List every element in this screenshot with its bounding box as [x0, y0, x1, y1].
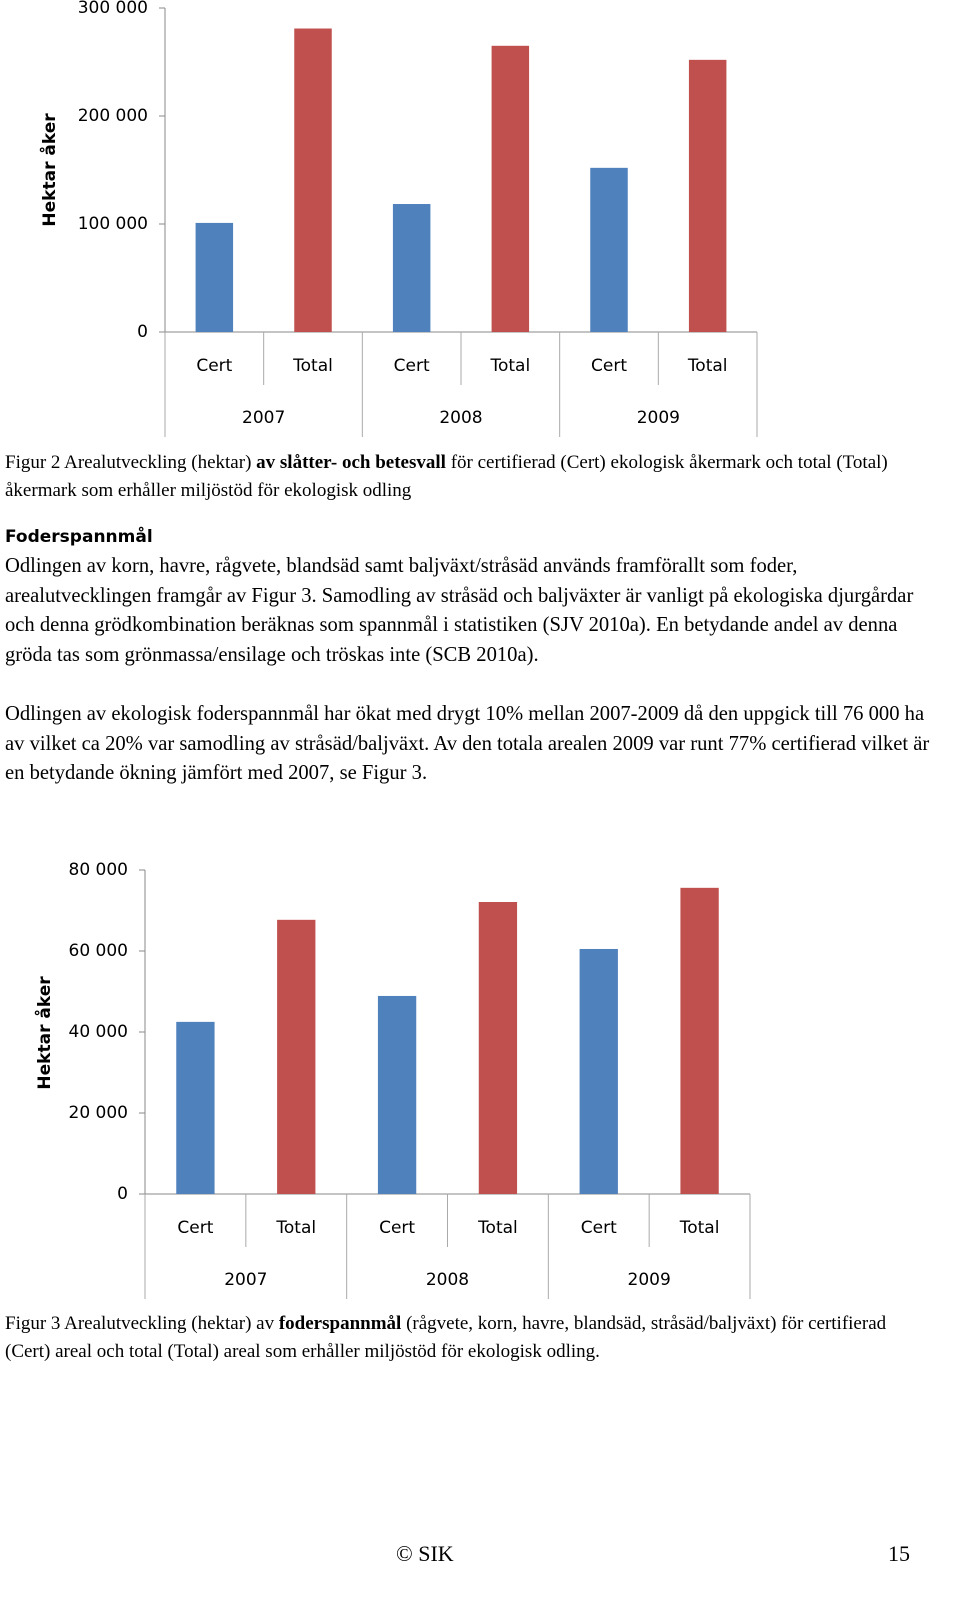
group-label: 2007 [224, 1270, 267, 1290]
x-tick-label: Cert [196, 356, 232, 376]
group-label: 2009 [637, 408, 680, 428]
y-tick-label: 200 000 [78, 106, 148, 126]
y-tick-label: 60 000 [69, 941, 128, 961]
bar [277, 919, 316, 1194]
page-number: 15 [888, 1541, 910, 1566]
bar [176, 1021, 215, 1194]
x-tick-label: Total [292, 356, 333, 376]
y-axis-label: Hektar åker [38, 113, 60, 227]
bar [478, 901, 518, 1194]
y-tick-label: 300 000 [78, 0, 148, 18]
group-label: 2008 [439, 408, 482, 428]
caption-text: Figur 2 Arealutveckling (hektar) [5, 452, 257, 473]
x-tick-label: Total [477, 1218, 518, 1238]
y-tick-label: 0 [137, 322, 148, 342]
x-tick-label: Total [679, 1218, 720, 1238]
bar [590, 167, 628, 332]
y-tick-label: 80 000 [69, 860, 128, 880]
x-tick-label: Total [489, 356, 530, 376]
group-label: 2007 [242, 408, 285, 428]
y-tick-label: 20 000 [69, 1103, 128, 1123]
x-tick-label: Cert [379, 1218, 415, 1238]
y-tick-label: 0 [117, 1184, 128, 1204]
caption-bold: foderspannmål [278, 1313, 402, 1334]
x-tick-label: Cert [581, 1218, 617, 1238]
caption: Figur 3 Arealutveckling (hektar) av fode… [5, 1310, 905, 1366]
chart: Hektar åker 0 20 000 40 000 60 000 80 000 Cert… [33, 860, 751, 1299]
paragraph: Odlingen av korn, havre, rågvete, blands… [5, 555, 914, 667]
caption-text: för certifierad (Cert) ekologisk åkermar… [5, 452, 888, 501]
bar [392, 204, 431, 332]
paragraph: Odlingen av ekologisk foderspannmål har … [5, 703, 930, 785]
caption-text: (rågvete, korn, havre, blandsäd, stråsäd… [5, 1313, 887, 1362]
x-tick-label: Total [275, 1218, 316, 1238]
bar [688, 59, 727, 333]
x-tick-label: Cert [177, 1218, 213, 1238]
bar [195, 222, 234, 332]
x-tick-label: Cert [394, 356, 430, 376]
bar [680, 887, 719, 1194]
group-label: 2008 [426, 1270, 469, 1290]
group-label: 2009 [628, 1270, 671, 1290]
bar [579, 948, 618, 1194]
section-heading: Foderspannmål [5, 527, 153, 547]
y-tick-label: 40 000 [69, 1022, 128, 1042]
footer-copyright: © SIK [396, 1541, 454, 1566]
caption-text: Figur 3 Arealutveckling (hektar) av [5, 1313, 279, 1334]
y-axis-label: Hektar åker [33, 976, 55, 1090]
chart: Hektar åker 0 100 000 200 000 300 000 Cert Tot… [38, 0, 758, 437]
y-tick-label: 100 000 [78, 214, 148, 234]
bar [377, 995, 417, 1194]
caption-bold: av slåtter- och betesvall [256, 452, 446, 473]
x-tick-label: Cert [591, 356, 627, 376]
x-tick-label: Total [687, 356, 728, 376]
bar [294, 28, 332, 333]
bar [491, 45, 530, 333]
caption: Figur 2 Arealutveckling (hektar) av slåt… [5, 449, 905, 505]
